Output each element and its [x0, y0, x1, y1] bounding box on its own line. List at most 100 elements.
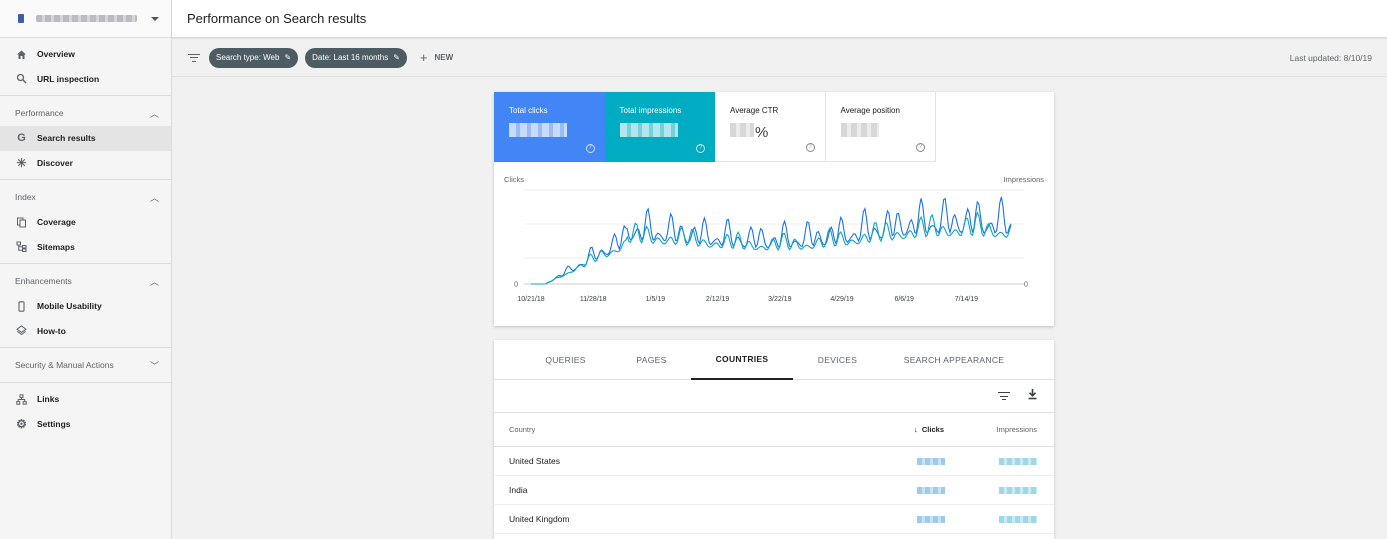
sidebar-item-mobile-usability[interactable]: Mobile Usability: [0, 294, 171, 319]
filter-chip-date[interactable]: Date: Last 16 months ✎: [305, 47, 407, 68]
sidebar-item-label: Mobile Usability: [37, 301, 102, 312]
metric-label: Average position: [840, 106, 900, 115]
sidebar-item-overview[interactable]: Overview: [0, 42, 171, 67]
chevron-up-icon: ︿: [149, 108, 159, 119]
sidebar-section-performance[interactable]: Performance ︿: [0, 100, 171, 126]
impressions-value-redacted: [999, 457, 1037, 465]
table-row[interactable]: India: [494, 476, 1054, 505]
property-icon: [16, 13, 26, 24]
section-title: Performance: [15, 108, 64, 118]
metric-total-clicks[interactable]: Total clicks ?: [494, 92, 605, 162]
data-table-card: QUERIES PAGES COUNTRIES DEVICES SEARCH A…: [494, 340, 1054, 539]
x-tick-label: 11/28/18: [580, 296, 607, 303]
sidebar-group-index: Index ︿ Coverage Sitemaps: [0, 180, 171, 264]
property-selector[interactable]: [0, 0, 171, 38]
section-title: Security & Manual Actions: [15, 360, 114, 370]
clicks-value-redacted: [917, 457, 945, 465]
page-header: Performance on Search results: [172, 0, 1387, 38]
sidebar-item-label: Links: [37, 394, 60, 405]
sidebar-item-coverage[interactable]: Coverage: [0, 210, 171, 235]
country-name: United States: [509, 456, 561, 466]
performance-chart[interactable]: Clicks Impressions 0 0 10/21/18 11/28/18 1/5…: [494, 162, 1054, 326]
chart-x-ticks: 0 0 10/21/18 11/28/18 1/5/19 2/12/19 3/22/19 4/…: [514, 282, 1028, 304]
chart-series: [531, 196, 1012, 285]
home-icon: [16, 49, 27, 60]
x-tick-label: 7/14/19: [955, 296, 978, 303]
sidebar-item-url-inspection[interactable]: URL inspection: [0, 67, 171, 92]
copy-icon: [16, 217, 27, 228]
clicks-value-redacted: [917, 486, 945, 494]
sidebar-section-index[interactable]: Index ︿: [0, 184, 171, 210]
chip-label: Search type: Web: [216, 53, 280, 62]
y-axis-label-impressions: Impressions: [1004, 175, 1045, 184]
metric-total-impressions[interactable]: Total impressions ?: [604, 92, 715, 162]
sidebar-group-performance: Performance ︿ G Search results ✳ Discove…: [0, 96, 171, 180]
help-icon[interactable]: ?: [585, 144, 595, 153]
sidebar-item-label: How-to: [37, 325, 66, 336]
metric-average-position[interactable]: Average position ?: [825, 92, 936, 162]
table-row[interactable]: United States: [494, 447, 1054, 476]
edit-icon: ✎: [284, 53, 292, 62]
tab-countries[interactable]: COUNTRIES: [691, 340, 793, 380]
column-header-clicks[interactable]: ↓ Clicks: [914, 425, 944, 434]
new-filter-button[interactable]: + NEW: [420, 50, 453, 65]
metric-average-ctr[interactable]: Average CTR % ?: [715, 92, 826, 162]
download-icon[interactable]: [1027, 388, 1038, 403]
sidebar-item-links[interactable]: Links: [0, 387, 171, 412]
help-icon[interactable]: ?: [696, 144, 705, 153]
sidebar-item-label: Overview: [37, 49, 75, 60]
performance-card: Total clicks ? Total impressions ? Avera…: [494, 92, 1054, 326]
sidebar-item-sitemaps[interactable]: Sitemaps: [0, 235, 171, 260]
tab-pages[interactable]: PAGES: [607, 340, 696, 380]
tab-queries[interactable]: QUERIES: [494, 340, 637, 380]
gear-icon: ⚙: [16, 416, 27, 431]
sitemap-icon: [16, 241, 27, 253]
tab-label: COUNTRIES: [715, 354, 769, 364]
x-tick-label: 2/12/19: [706, 296, 729, 303]
sidebar-item-search-results[interactable]: G Search results: [0, 126, 171, 151]
section-title: Index: [15, 192, 36, 202]
layers-icon: [16, 325, 27, 336]
sidebar-item-settings[interactable]: ⚙ Settings: [0, 412, 171, 437]
sidebar-item-label: URL inspection: [37, 73, 100, 84]
filter-chip-search-type[interactable]: Search type: Web ✎: [209, 47, 299, 68]
metric-label: Total clicks: [509, 106, 548, 115]
phone-icon: [16, 301, 27, 312]
metric-value-redacted: [619, 123, 678, 137]
sidebar-section-enhancements[interactable]: Enhancements ︿: [0, 268, 171, 294]
metric-tiles: Total clicks ? Total impressions ? Avera…: [494, 92, 1054, 162]
sidebar-section-security[interactable]: Security & Manual Actions ﹀: [0, 352, 171, 378]
google-g-icon: G: [17, 132, 26, 145]
table-header: Country ↓ Clicks Impressions: [494, 413, 1054, 447]
table-toolbar: [494, 380, 1054, 413]
sidebar-group-security: Security & Manual Actions ﹀: [0, 348, 171, 383]
tab-label: DEVICES: [817, 355, 858, 365]
help-icon[interactable]: ?: [916, 143, 925, 152]
y-axis-zero-left: 0: [514, 282, 518, 289]
column-header-country[interactable]: Country: [509, 425, 536, 434]
sidebar-item-how-to[interactable]: How-to: [0, 319, 171, 344]
dimension-tabs: QUERIES PAGES COUNTRIES DEVICES SEARCH A…: [494, 340, 1054, 380]
tab-label: QUERIES: [545, 355, 586, 365]
tab-devices[interactable]: DEVICES: [794, 340, 881, 380]
search-icon: [16, 73, 27, 84]
column-header-impressions[interactable]: Impressions: [996, 425, 1037, 434]
chevron-up-icon: ︿: [149, 192, 159, 203]
clicks-value-redacted: [917, 515, 945, 523]
chevron-down-icon: ﹀: [149, 360, 159, 371]
table-row[interactable]: United Kingdom: [494, 505, 1054, 534]
filter-rows-icon[interactable]: [998, 391, 1010, 401]
edit-icon: ✎: [393, 53, 400, 62]
tab-search-appearance[interactable]: SEARCH APPEARANCE: [884, 340, 1024, 380]
impressions-value-redacted: [999, 515, 1037, 523]
sidebar-item-discover[interactable]: ✳ Discover: [0, 151, 171, 176]
filter-bar: Search type: Web ✎ Date: Last 16 months …: [172, 39, 1387, 77]
asterisk-icon: ✳: [16, 155, 27, 170]
series-line-clicks: [531, 196, 1012, 285]
new-button-label: NEW: [434, 53, 454, 62]
filter-icon[interactable]: [188, 53, 200, 63]
plus-icon: +: [419, 50, 428, 65]
x-tick-label: 4/29/19: [830, 296, 853, 303]
x-tick-label: 3/22/19: [768, 296, 791, 303]
help-icon[interactable]: ?: [805, 143, 815, 152]
